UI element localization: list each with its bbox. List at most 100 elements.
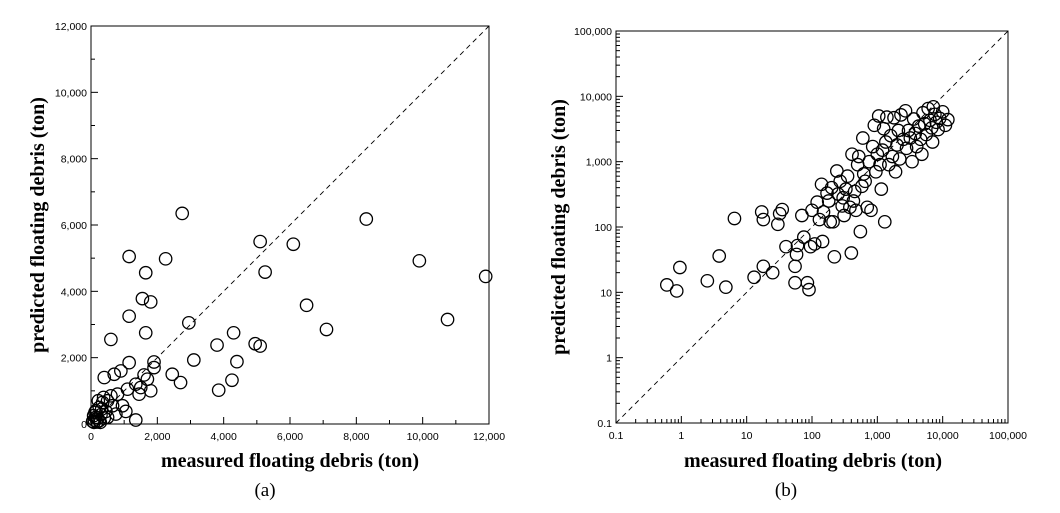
- data-point: [230, 354, 244, 369]
- data-point: [846, 194, 861, 208]
- data-point: [847, 184, 862, 199]
- data-point: [845, 147, 859, 162]
- data-point: [865, 139, 880, 154]
- data-point: [788, 275, 802, 290]
- data-point: [669, 284, 684, 298]
- data-point: [122, 249, 136, 264]
- data-point: [128, 413, 143, 427]
- data-point: [133, 380, 148, 395]
- data-point: [104, 388, 118, 403]
- data-point: [122, 309, 136, 324]
- data-point: [186, 353, 201, 367]
- data-point: [788, 259, 802, 274]
- data-point: [756, 212, 771, 227]
- data-point: [105, 398, 120, 413]
- data-point: [211, 383, 226, 398]
- data-point: [258, 265, 272, 279]
- data-point: [253, 234, 267, 249]
- data-point: [837, 208, 851, 223]
- data-point: [718, 280, 733, 295]
- data-point: [815, 234, 830, 249]
- data-point: [173, 375, 188, 390]
- data-point: [770, 217, 785, 232]
- data-point: [911, 119, 926, 133]
- data-point: [887, 110, 901, 125]
- x-tick-label: 1: [678, 430, 684, 442]
- data-point: [940, 112, 955, 127]
- y-tick-label: 10: [600, 287, 612, 299]
- data-point: [796, 230, 811, 244]
- x-axis-title: measured floating debris (ton): [684, 450, 942, 472]
- data-point: [165, 367, 180, 382]
- data-point: [844, 246, 859, 260]
- data-point: [673, 260, 687, 275]
- data-point: [869, 164, 883, 179]
- panel-a: 0 2,000 4,000 6,000 8,000 10,000 12,000 0 2,000 4…: [27, 21, 505, 501]
- data-point: [97, 370, 112, 385]
- y-tick-label: 0.1: [597, 418, 612, 430]
- x-tick-label: 6,000: [277, 431, 303, 443]
- data-point: [107, 367, 122, 382]
- data-point: [286, 237, 301, 252]
- data-point: [931, 122, 945, 137]
- data-point: [925, 135, 940, 149]
- data-point: [158, 251, 173, 266]
- x-tick-label: 12,000: [473, 431, 505, 443]
- data-point: [138, 325, 153, 340]
- data-point: [855, 131, 870, 145]
- data-point: [319, 322, 334, 337]
- x-tick-label: 1,000: [864, 430, 890, 442]
- y-tick-label: 1,000: [586, 157, 612, 169]
- data-point: [860, 200, 875, 215]
- y-axis-title: predicted floating debris (ton): [548, 99, 570, 355]
- data-point: [839, 182, 853, 196]
- data-point: [803, 239, 818, 254]
- data-point: [885, 149, 900, 164]
- x-tick-label: 10,000: [927, 430, 959, 442]
- y-tick-label: 100: [594, 222, 612, 234]
- y-axis-title: predicted floating debris (ton): [27, 97, 49, 353]
- data-point: [862, 154, 877, 169]
- data-point: [114, 364, 128, 378]
- data-point: [747, 270, 761, 285]
- data-point: [210, 338, 224, 352]
- data-point: [914, 147, 929, 162]
- y-tick-label: 2,000: [61, 353, 87, 365]
- x-tick-label: 0.1: [609, 430, 624, 442]
- x-tick-label: 10: [741, 430, 753, 442]
- data-point: [440, 312, 455, 327]
- data-point: [756, 259, 771, 274]
- data-point: [175, 206, 190, 221]
- data-point: [821, 194, 836, 208]
- panel-label: (b): [775, 480, 797, 501]
- data-point: [802, 282, 816, 297]
- data-point: [87, 415, 101, 430]
- data-point: [789, 247, 804, 262]
- x-tick-label: 10,000: [407, 431, 439, 443]
- data-point: [104, 332, 118, 347]
- data-point: [225, 373, 239, 388]
- y-tick-label: 0: [81, 419, 87, 431]
- data-point: [96, 390, 111, 405]
- data-point: [935, 104, 950, 119]
- data-point: [810, 195, 825, 210]
- x-tick-label: 100,000: [989, 430, 1027, 442]
- data-point: [137, 368, 151, 382]
- data-point: [812, 212, 827, 227]
- y-tick-label: 10,000: [580, 91, 612, 103]
- data-point: [874, 182, 889, 196]
- y-tick-label: 10,000: [55, 87, 87, 99]
- data-point: [412, 253, 427, 268]
- data-point: [712, 249, 727, 263]
- y-tick-label: 6,000: [61, 220, 87, 232]
- data-point: [754, 205, 769, 219]
- x-tick-label: 100: [803, 430, 821, 442]
- y-tick-label: 12,000: [55, 21, 87, 33]
- data-point: [898, 103, 913, 118]
- data-point: [100, 410, 115, 425]
- data-point: [826, 214, 840, 229]
- data-point: [147, 360, 161, 375]
- data-point: [816, 205, 831, 219]
- data-point: [909, 139, 924, 154]
